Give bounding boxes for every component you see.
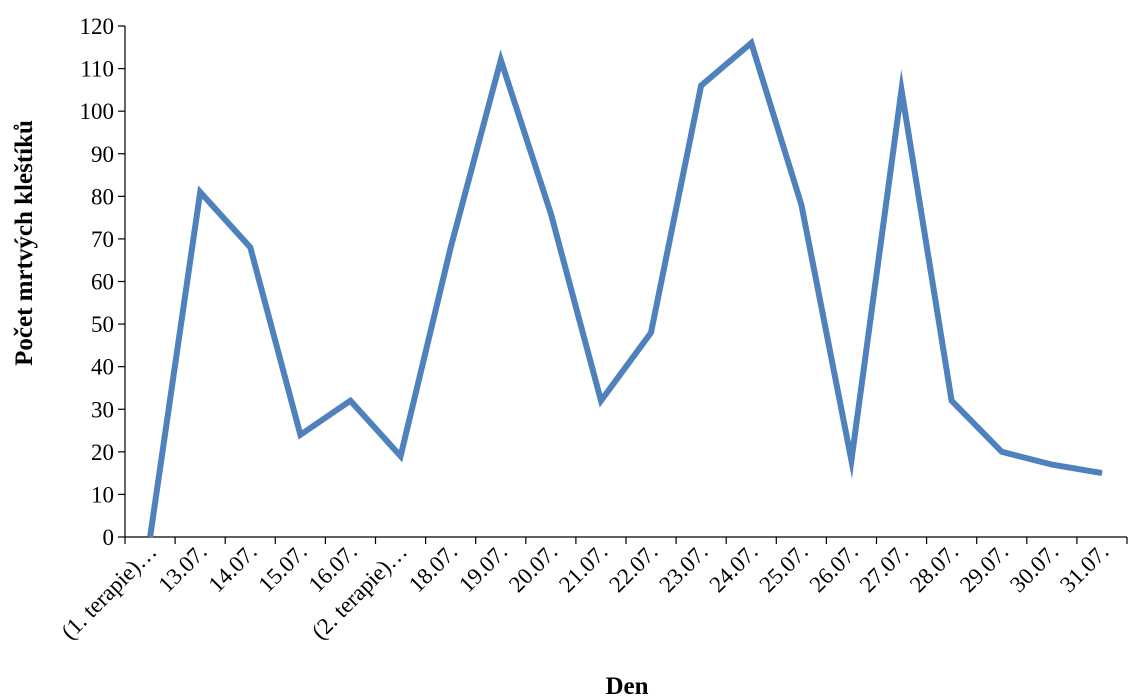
x-tick-label: 25.07.: [755, 539, 813, 597]
y-tick-label: 90: [91, 142, 114, 167]
data-point: [1001, 451, 1003, 453]
y-tick-label: 120: [80, 14, 115, 39]
x-tick-label: 28.07.: [905, 539, 963, 597]
series-layer: [147, 37, 1103, 538]
x-tick-label: 22.07.: [604, 539, 662, 597]
data-point: [450, 246, 452, 248]
y-tick-label: 20: [91, 440, 114, 465]
y-tick-label: 70: [91, 227, 114, 252]
data-point: [1051, 464, 1053, 466]
x-tick-label: (1. terapie)…: [56, 539, 161, 644]
x-tick-label: 26.07.: [805, 539, 863, 597]
y-axis-title: Počet mrtvých kleštíků: [11, 120, 38, 366]
x-axis-title: Den: [605, 673, 648, 699]
x-tick-label: 18.07.: [404, 539, 462, 597]
x-tick-label: 15.07.: [254, 539, 312, 597]
data-point: [700, 85, 702, 87]
x-tick-label: 31.07.: [1055, 539, 1113, 597]
data-point: [850, 459, 852, 461]
x-tick-label: 23.07.: [654, 539, 712, 597]
data-point: [800, 204, 802, 206]
data-point: [349, 400, 351, 402]
x-tick-label: 19.07.: [454, 539, 512, 597]
data-point: [750, 42, 752, 44]
x-axis: (1. terapie)…13.07.14.07.15.07.16.07.(2.…: [56, 536, 1128, 644]
x-tick-label: 30.07.: [1005, 539, 1063, 597]
y-tick-label: 60: [91, 270, 114, 295]
y-tick-label: 0: [103, 525, 115, 550]
data-point: [550, 212, 552, 214]
y-tick-label: 80: [91, 184, 114, 209]
x-tick-label: 21.07.: [554, 539, 612, 597]
data-point: [600, 400, 602, 402]
data-point: [1101, 472, 1103, 474]
y-tick-label: 10: [91, 482, 114, 507]
data-point: [901, 89, 903, 91]
data-point: [199, 191, 201, 193]
y-tick-label: 110: [80, 57, 114, 82]
x-tick-label: 29.07.: [955, 539, 1013, 597]
data-point: [149, 536, 151, 538]
data-point: [249, 246, 251, 248]
x-tick-label: 27.07.: [855, 539, 913, 597]
data-point: [650, 332, 652, 334]
y-tick-label: 40: [91, 355, 114, 380]
x-tick-label: 20.07.: [504, 539, 562, 597]
x-tick-label: 14.07.: [203, 539, 261, 597]
data-point: [299, 434, 301, 436]
x-tick-label: 13.07.: [153, 539, 211, 597]
y-tick-label: 50: [91, 312, 114, 337]
x-tick-label: 24.07.: [704, 539, 762, 597]
series-line-0: [147, 37, 1103, 538]
data-point: [500, 59, 502, 61]
y-tick-label: 30: [91, 397, 114, 422]
data-point: [400, 455, 402, 457]
y-tick-label: 100: [80, 99, 115, 124]
data-point: [951, 400, 953, 402]
y-axis: 0 10 20 30 40 50 60 70 80 90 100 110 120: [80, 14, 126, 550]
